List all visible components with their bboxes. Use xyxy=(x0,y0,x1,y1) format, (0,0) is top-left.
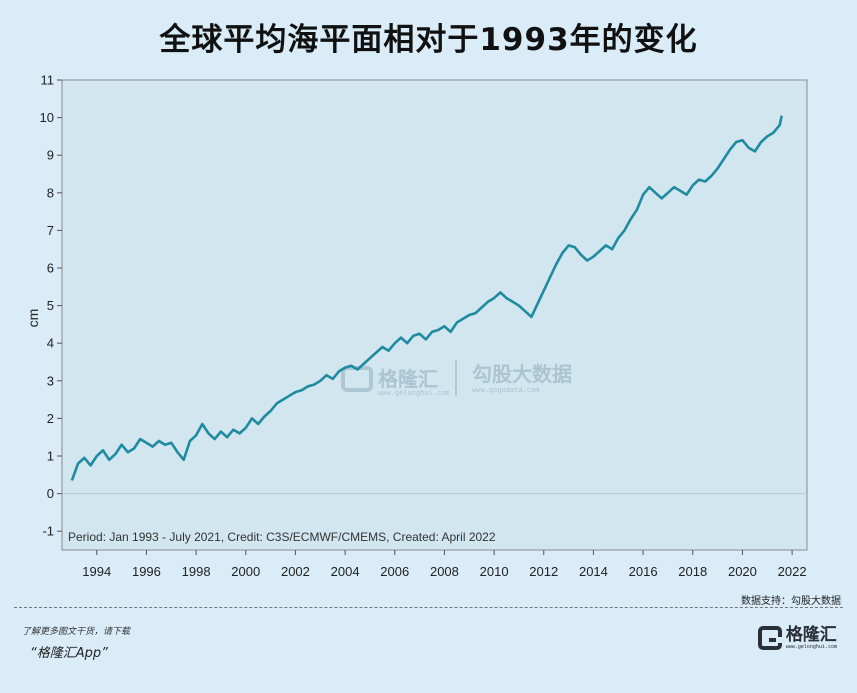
chart-title: 全球平均海平面相对于1993年的变化 xyxy=(159,22,698,58)
x-tick-label: 2008 xyxy=(430,564,459,579)
y-tick-label: 9 xyxy=(47,148,54,163)
y-tick-label: 2 xyxy=(47,411,54,426)
watermark-right-name: 勾股大数据 xyxy=(472,362,572,386)
x-tick-label: 2020 xyxy=(728,564,757,579)
x-tick-label: 2010 xyxy=(480,564,509,579)
x-tick-label: 1994 xyxy=(82,564,111,579)
y-tick-label: 0 xyxy=(47,486,54,501)
watermark-left-name: 格隆汇 xyxy=(378,367,438,391)
x-tick-label: 2016 xyxy=(629,564,658,579)
app-name-text: “格隆汇App” xyxy=(30,646,108,661)
watermark: 格隆汇 www.gelonghui.com 勾股大数据 www.gogudata… xyxy=(341,360,572,397)
y-axis-label: cm xyxy=(25,309,41,328)
y-tick-label: 6 xyxy=(47,261,54,276)
data-support-text: 数据支持：勾股大数据 xyxy=(741,596,841,607)
y-tick-label: 11 xyxy=(41,73,55,88)
y-tick-label: 7 xyxy=(47,223,54,238)
divider xyxy=(14,607,843,608)
watermark-left-url: www.gelonghui.com xyxy=(378,389,450,397)
x-tick-label: 2018 xyxy=(678,564,707,579)
brand-g-icon xyxy=(757,626,782,650)
download-prompt: 了解更多图文干货，请下载 xyxy=(22,627,131,637)
y-tick-label: 4 xyxy=(47,336,54,351)
y-tick-label: 1 xyxy=(47,449,54,464)
x-tick-label: 2012 xyxy=(529,564,558,579)
sea-level-series-line xyxy=(70,115,783,481)
y-tick-label: -1 xyxy=(42,524,54,539)
plot-area xyxy=(61,79,808,551)
y-tick-label: 10 xyxy=(40,110,54,125)
brand-url: www.gelonghui.com xyxy=(785,643,837,650)
x-tick-label: 2002 xyxy=(281,564,310,579)
x-tick-label: 2004 xyxy=(331,564,360,579)
brand-logo: 格隆汇 www.gelonghui.com xyxy=(757,624,837,650)
chart-annotation: Period: Jan 1993 - July 2021, Credit: C3… xyxy=(68,530,496,544)
brand-name: 格隆汇 xyxy=(785,624,837,645)
y-tick-label: 8 xyxy=(47,185,54,200)
x-tick-label: 2006 xyxy=(380,564,409,579)
axes: -1 0 1 2 3 4 5 6 7 8 9 10 11 1994 1996 1998 2000 2002 2004… xyxy=(40,73,807,580)
x-tick-label: 1998 xyxy=(182,564,211,579)
watermark-right-url: www.gogudata.com xyxy=(472,386,539,394)
y-tick-label: 5 xyxy=(47,298,54,313)
x-tick-label: 1996 xyxy=(132,564,161,579)
sea-level-chart: -1 0 1 2 3 4 5 6 7 8 9 10 11 1994 1996 1998 2000 2002 2004… xyxy=(25,73,808,580)
x-tick-label: 2014 xyxy=(579,564,608,579)
x-tick-label: 2000 xyxy=(231,564,260,579)
x-tick-label: 2022 xyxy=(778,564,807,579)
series-group xyxy=(70,115,783,481)
y-tick-label: 3 xyxy=(47,373,54,388)
